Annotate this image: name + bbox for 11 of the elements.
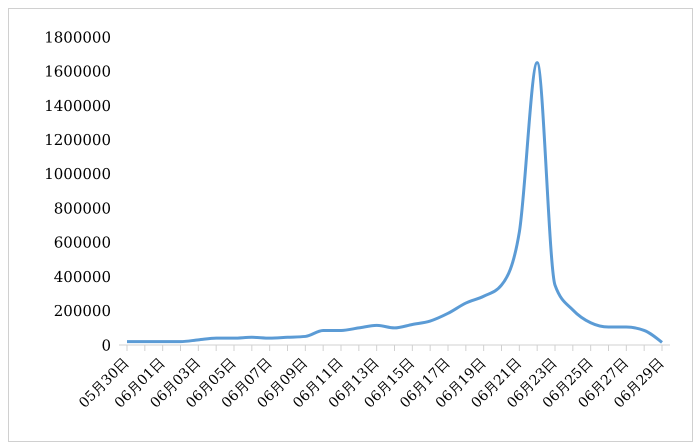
- y-tick-label: 400000: [54, 268, 111, 286]
- y-tick-label: 1800000: [44, 28, 111, 46]
- line-series: [126, 61, 664, 344]
- y-tick-label: 600000: [54, 234, 111, 252]
- y-tick-label: 1000000: [44, 165, 111, 184]
- y-tick-label: 1200000: [44, 130, 111, 149]
- y-tick-label: 1600000: [44, 62, 111, 81]
- y-tick-label: 1400000: [44, 96, 111, 115]
- y-tick-label: 0: [101, 336, 111, 354]
- y-tick-label: 800000: [54, 199, 111, 218]
- y-tick-label: 200000: [54, 302, 111, 320]
